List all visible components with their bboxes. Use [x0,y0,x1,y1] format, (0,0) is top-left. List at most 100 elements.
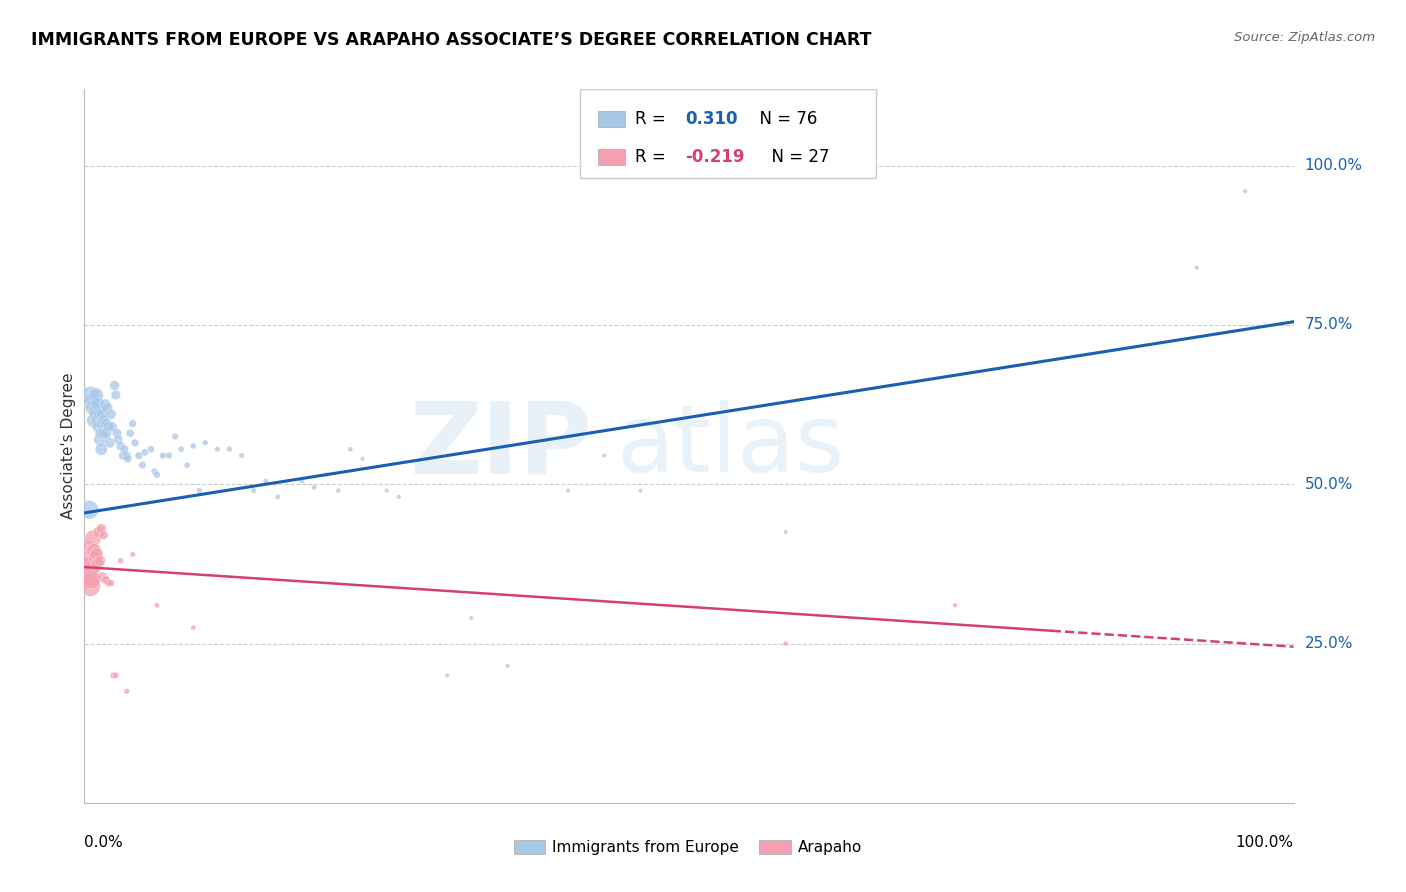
Point [176,458,198,472]
Point [94,573,117,587]
Point [100,407,122,421]
Point [121,547,143,561]
Point [115,449,138,463]
Point [86,547,108,561]
Point [775,636,797,650]
Text: Immigrants from Europe: Immigrants from Europe [553,839,740,855]
Point [98,435,121,450]
Point [96,401,118,415]
Text: N = 27: N = 27 [762,148,830,166]
Point [291,474,314,488]
Point [188,483,211,498]
Point [91,407,114,421]
Point [84,550,107,565]
Point [146,599,169,613]
Point [104,668,127,682]
Point [115,684,138,698]
Point [86,407,108,421]
Text: 25.0%: 25.0% [1305,636,1353,651]
Point [97,576,120,591]
Point [231,449,253,463]
Point [388,490,411,504]
Point [91,417,114,431]
Point [339,442,361,457]
FancyBboxPatch shape [599,112,624,127]
Point [89,407,111,421]
Point [76,547,98,561]
Point [302,480,325,494]
Point [165,429,187,443]
Point [112,449,135,463]
Point [87,420,110,434]
Point [86,398,108,412]
Text: R =: R = [634,148,671,166]
Point [146,467,169,482]
Point [436,668,458,682]
Point [121,417,143,431]
Point [181,439,204,453]
Text: atlas: atlas [616,400,845,492]
Point [110,554,132,568]
Point [120,426,142,441]
Point [80,573,103,587]
Point [328,483,350,498]
Point [93,413,115,427]
Point [90,522,112,536]
Point [139,442,162,457]
Point [254,474,277,488]
Point [80,394,103,409]
Point [86,413,108,427]
Point [104,378,127,392]
Point [124,435,146,450]
Point [91,569,114,583]
Point [557,483,579,498]
Point [97,420,120,434]
Point [89,554,111,568]
Point [84,404,107,418]
Point [94,573,117,587]
Point [90,442,112,457]
Point [128,449,150,463]
Point [315,467,337,482]
FancyBboxPatch shape [599,149,624,165]
Text: ZIP: ZIP [409,398,592,494]
Point [775,524,797,539]
Text: Arapaho: Arapaho [797,839,862,855]
Point [1185,260,1208,275]
Point [101,420,124,434]
Point [100,576,122,591]
Point [157,449,180,463]
Point [117,451,139,466]
Point [1234,184,1257,198]
Y-axis label: Associate's Degree: Associate's Degree [60,373,76,519]
Point [242,483,264,498]
Point [943,599,966,613]
Text: -0.219: -0.219 [685,148,745,166]
FancyBboxPatch shape [581,89,876,178]
Point [82,532,104,546]
Point [77,502,100,516]
Text: 0.310: 0.310 [685,110,738,128]
Point [110,439,132,453]
Point [105,426,128,441]
Point [87,524,110,539]
Point [93,528,115,542]
Text: IMMIGRANTS FROM EUROPE VS ARAPAHO ASSOCIATE’S DEGREE CORRELATION CHART: IMMIGRANTS FROM EUROPE VS ARAPAHO ASSOCI… [31,31,872,49]
Point [375,483,398,498]
Point [593,449,616,463]
Text: 50.0%: 50.0% [1305,476,1353,491]
Point [77,560,100,574]
Point [267,490,290,504]
FancyBboxPatch shape [759,840,790,855]
Text: Source: ZipAtlas.com: Source: ZipAtlas.com [1234,31,1375,45]
Point [82,401,104,415]
Point [83,544,105,558]
Point [94,417,117,431]
Point [89,433,111,447]
Text: 100.0%: 100.0% [1236,835,1294,850]
Point [152,449,174,463]
Point [134,445,156,459]
Text: R =: R = [634,110,671,128]
Point [79,579,101,593]
Point [103,668,125,682]
